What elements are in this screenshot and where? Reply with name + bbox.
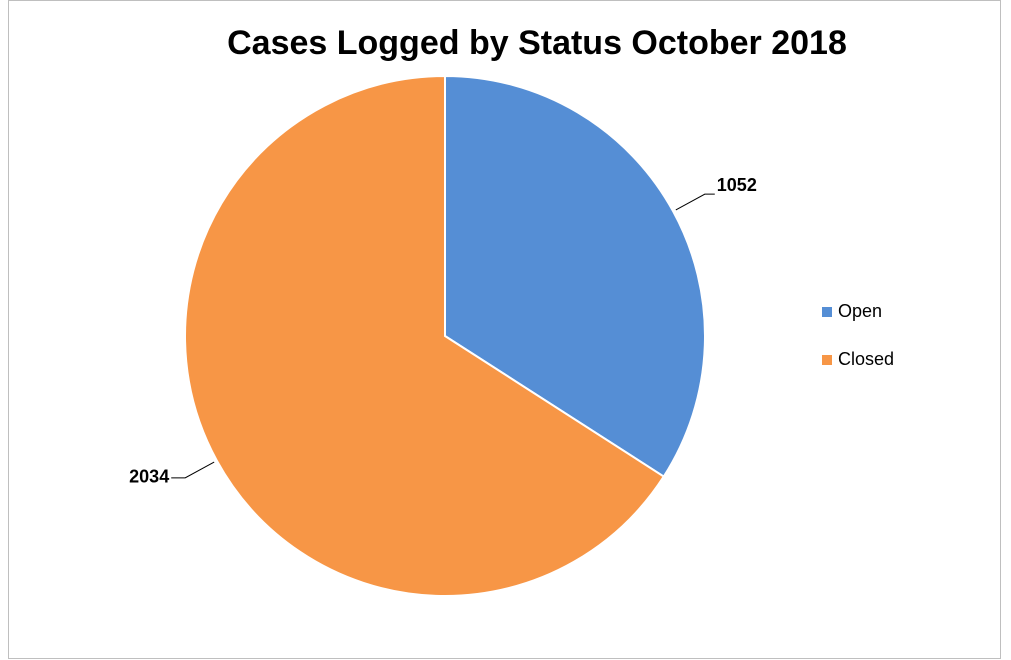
legend-label: Closed [838, 349, 894, 369]
legend: Open Closed [822, 301, 894, 369]
legend-swatch [822, 307, 832, 317]
leader-line [171, 461, 215, 479]
data-label: 2034 [129, 467, 169, 487]
leader-line [675, 193, 715, 211]
pie-slice [444, 74, 706, 478]
legend-label: Open [838, 301, 882, 321]
data-label: 1052 [717, 175, 757, 195]
pie: 1052 2034 [129, 74, 757, 597]
chart-title: Cases Logged by Status October 2018 [227, 24, 847, 62]
legend-swatch [822, 355, 832, 365]
pie-slice [184, 74, 666, 597]
